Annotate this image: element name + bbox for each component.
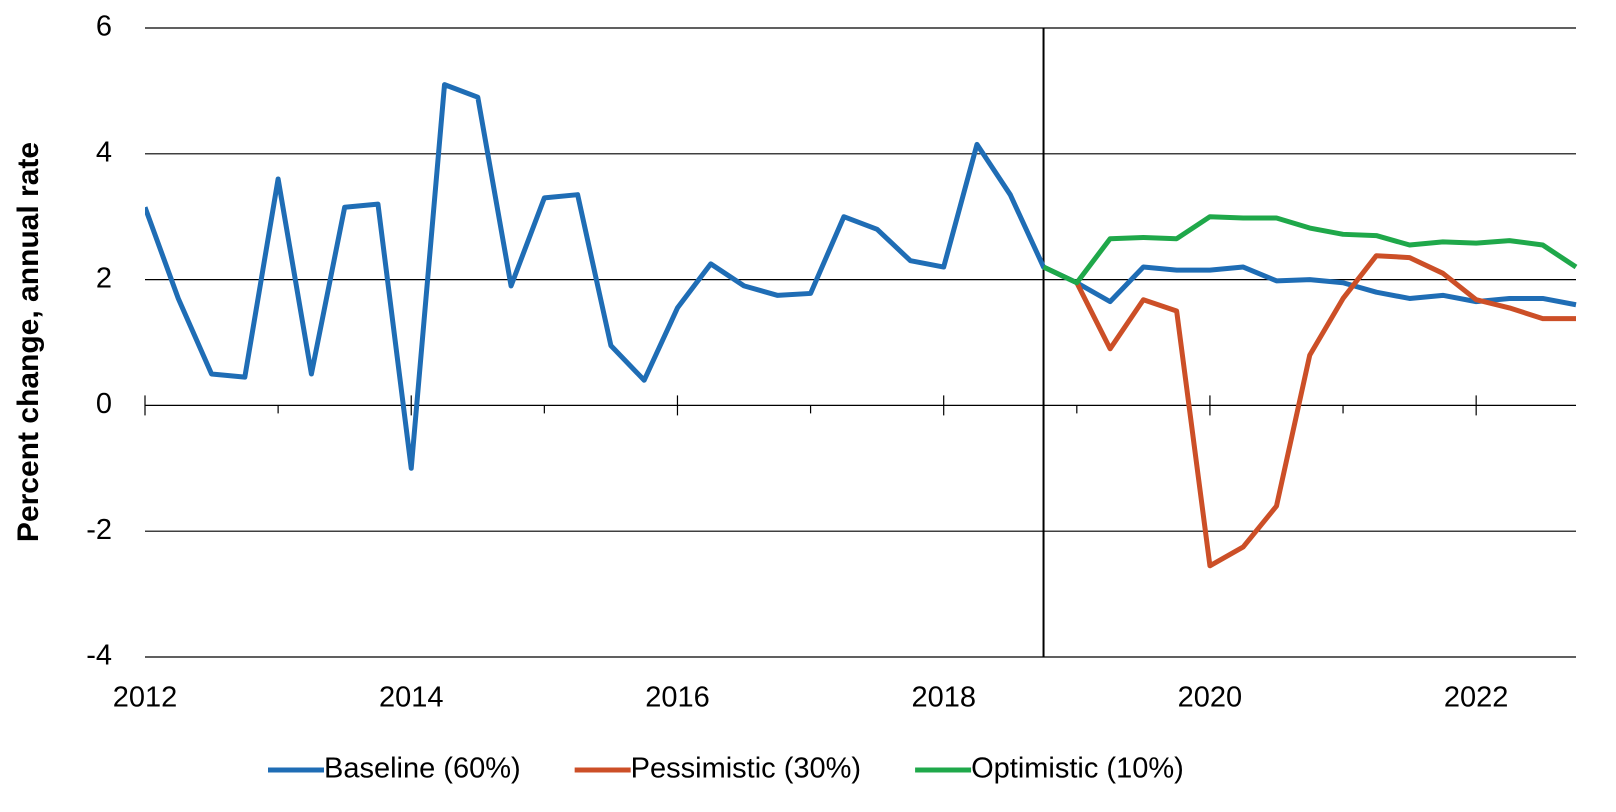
legend-label: Baseline (60%) — [324, 753, 521, 785]
x-tick-label: 2016 — [645, 682, 710, 714]
x-tick-label: 2018 — [911, 682, 976, 714]
x-tick-label: 2020 — [1178, 682, 1243, 714]
legend-label: Pessimistic (30%) — [631, 753, 861, 785]
x-tick-label: 2022 — [1444, 682, 1509, 714]
series-line — [1042, 214, 1578, 286]
y-tick-label: 2 — [96, 262, 112, 294]
y-tick-label: 6 — [96, 11, 112, 43]
y-tick-label: 0 — [96, 388, 112, 420]
y-tick-label: -2 — [86, 514, 112, 546]
x-tick-label: 2014 — [379, 682, 444, 714]
series-line — [145, 82, 1577, 471]
legend: Baseline (60%) Pessimistic (30%) Optimisti… — [268, 753, 1184, 785]
y-axis-label: Percent change, annual rate — [12, 142, 45, 542]
legend-label: Optimistic (10%) — [971, 753, 1184, 785]
series-line — [1074, 253, 1576, 569]
y-tick-label: 4 — [96, 136, 112, 168]
x-tick-label: 2012 — [113, 682, 178, 714]
y-tick-label: -4 — [86, 640, 112, 672]
